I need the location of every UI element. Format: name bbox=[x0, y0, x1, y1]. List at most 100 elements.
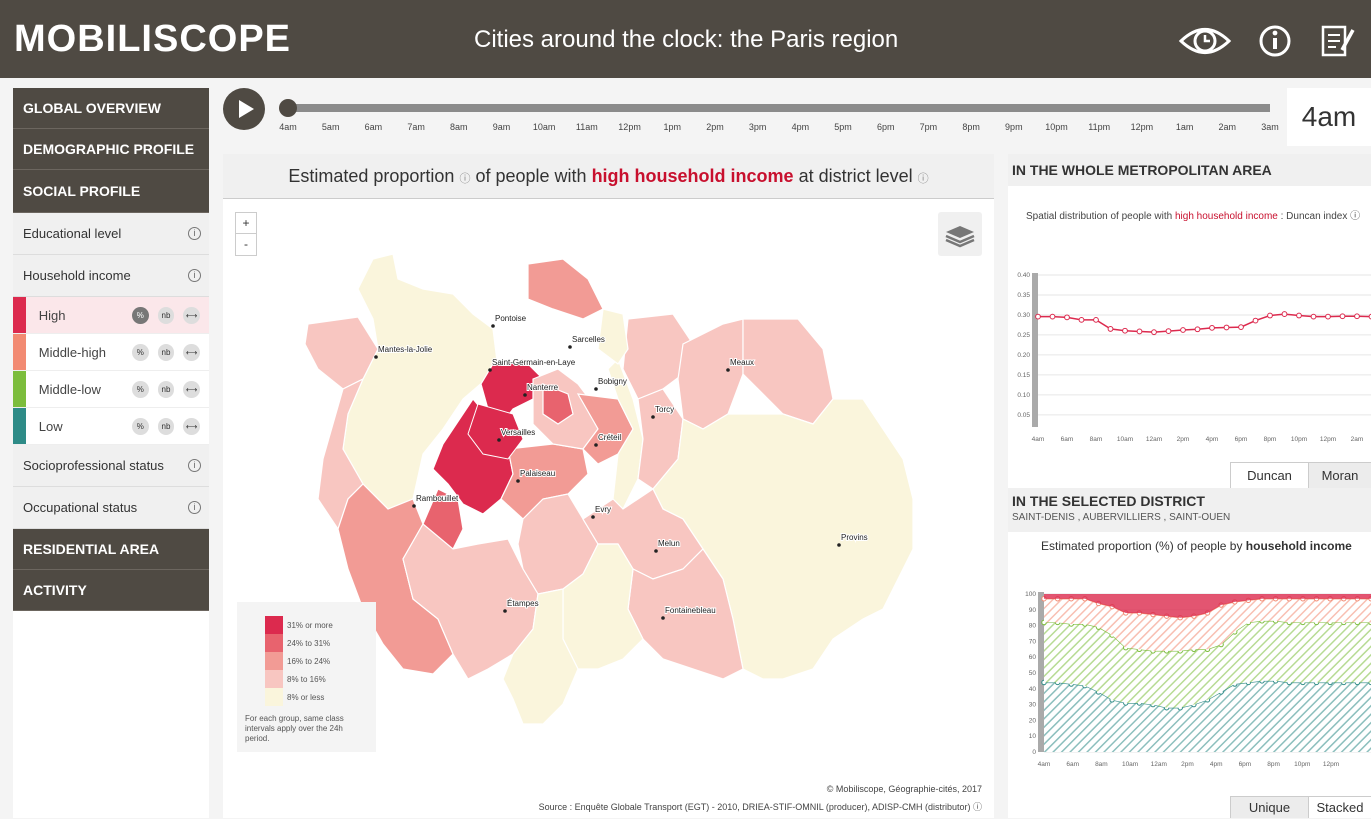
count-button[interactable]: nb bbox=[157, 306, 175, 324]
time-cursor[interactable] bbox=[1032, 273, 1038, 427]
tab-duncan[interactable]: Duncan bbox=[1230, 462, 1308, 488]
district-area[interactable] bbox=[742, 318, 834, 425]
duncan-line-chart[interactable]: 0.40 0.35 0.30 0.25 0.20 0.15 0.10 0.05 4am 6am 8a… bbox=[1008, 259, 1371, 444]
data-point[interactable] bbox=[1107, 326, 1114, 332]
nav-socioprofessional-status[interactable]: Socioprofessional status i bbox=[13, 445, 209, 487]
nav-residential-area[interactable]: RESIDENTIAL AREA bbox=[13, 529, 209, 570]
data-point[interactable] bbox=[1223, 324, 1230, 331]
hour-tick[interactable]: 8am bbox=[450, 122, 468, 132]
area-middle-low[interactable] bbox=[1044, 620, 1371, 708]
hour-tick[interactable]: 1pm bbox=[663, 122, 682, 132]
info-icon[interactable]: i bbox=[188, 227, 201, 240]
info-icon[interactable]: ⓘ bbox=[1350, 211, 1361, 222]
hour-tick[interactable]: 5am bbox=[321, 122, 340, 132]
district-area[interactable] bbox=[502, 588, 579, 725]
income-row-middle-low[interactable]: Middle-low% nb ⟷ bbox=[13, 371, 209, 408]
district-area[interactable] bbox=[337, 483, 454, 675]
hour-tick[interactable]: 9am bbox=[492, 122, 511, 132]
tab-stacked[interactable]: Stacked bbox=[1308, 796, 1371, 818]
hour-tick[interactable]: 3pm bbox=[748, 122, 767, 132]
hour-tick[interactable]: 3am bbox=[1261, 122, 1279, 132]
time-cursor[interactable] bbox=[1038, 592, 1044, 752]
data-point[interactable] bbox=[1339, 313, 1346, 320]
hour-tick[interactable]: 9pm bbox=[1005, 122, 1023, 132]
percent-button[interactable]: % bbox=[131, 343, 149, 361]
data-point[interactable] bbox=[1252, 317, 1259, 324]
area-low[interactable] bbox=[1044, 680, 1371, 752]
zoom-in-button[interactable]: + bbox=[236, 213, 256, 234]
play-button[interactable] bbox=[223, 88, 265, 130]
flow-icon[interactable]: ⟷ bbox=[183, 380, 200, 398]
data-point[interactable] bbox=[1151, 329, 1157, 336]
data-point[interactable] bbox=[1310, 313, 1317, 320]
layers-button[interactable] bbox=[938, 212, 982, 256]
count-button[interactable]: nb bbox=[157, 343, 175, 361]
data-point[interactable] bbox=[1238, 324, 1244, 331]
nav-global-overview[interactable]: GLOBAL OVERVIEW bbox=[13, 88, 209, 129]
data-point[interactable] bbox=[1180, 327, 1186, 333]
tab-unique[interactable]: Unique bbox=[1230, 796, 1308, 818]
income-row-middle-high[interactable]: Middle-high% nb ⟷ bbox=[13, 334, 209, 371]
eye-clock-icon[interactable] bbox=[1178, 22, 1232, 60]
hour-tick[interactable]: 12pm bbox=[1130, 122, 1154, 132]
data-point[interactable] bbox=[1267, 312, 1273, 319]
flow-icon[interactable]: ⟷ bbox=[183, 417, 200, 435]
hour-tick[interactable]: 1am bbox=[1175, 122, 1194, 132]
data-point[interactable] bbox=[1194, 326, 1201, 333]
hour-tick[interactable]: 2am bbox=[1218, 122, 1237, 132]
district-area[interactable] bbox=[622, 313, 694, 400]
nav-educational-level[interactable]: Educational level i bbox=[13, 213, 209, 255]
nav-activity[interactable]: ACTIVITY bbox=[13, 570, 209, 611]
tab-moran[interactable]: Moran bbox=[1308, 462, 1371, 488]
percent-button[interactable]: % bbox=[131, 380, 149, 398]
data-point[interactable] bbox=[1122, 327, 1128, 334]
info-icon[interactable]: ⓘ bbox=[972, 802, 982, 812]
hour-tick[interactable]: 6pm bbox=[876, 122, 895, 132]
info-icon[interactable]: i bbox=[188, 459, 201, 472]
hour-tick[interactable]: 4pm bbox=[791, 122, 810, 132]
data-point[interactable] bbox=[1354, 313, 1360, 320]
hour-tick[interactable]: 7pm bbox=[919, 122, 938, 132]
income-row-high[interactable]: High% nb ⟷ bbox=[13, 297, 209, 334]
hour-tick[interactable]: 11pm bbox=[1088, 122, 1111, 132]
percent-button[interactable]: % bbox=[131, 417, 149, 435]
count-button[interactable]: nb bbox=[157, 380, 175, 398]
info-icon[interactable]: ⓘ bbox=[917, 173, 929, 185]
hour-tick[interactable]: 10am bbox=[532, 122, 556, 132]
percent-button[interactable]: % bbox=[131, 306, 149, 324]
info-icon[interactable]: ⓘ bbox=[459, 173, 471, 185]
slider-handle[interactable] bbox=[279, 99, 297, 117]
hour-tick[interactable]: 10pm bbox=[1045, 122, 1068, 132]
data-point[interactable] bbox=[1049, 313, 1056, 320]
hour-tick[interactable]: 7am bbox=[407, 122, 425, 132]
hour-tick[interactable]: 8pm bbox=[962, 122, 980, 132]
data-point[interactable] bbox=[1165, 328, 1172, 334]
info-icon[interactable]: i bbox=[188, 501, 201, 514]
district-area[interactable] bbox=[527, 258, 604, 320]
hour-tick[interactable]: 12pm bbox=[618, 122, 641, 132]
zoom-out-button[interactable]: - bbox=[244, 237, 248, 251]
area-high[interactable] bbox=[1044, 594, 1371, 618]
district-area[interactable] bbox=[542, 383, 574, 425]
district-area[interactable] bbox=[597, 308, 629, 365]
data-point[interactable] bbox=[1136, 328, 1143, 335]
time-slider[interactable]: 4am 5am 6am 7am 8am 9am 10am 11am 12pm 1pm 2pm 3pm 4… bbox=[223, 86, 1285, 136]
info-icon[interactable]: i bbox=[188, 269, 201, 282]
hour-tick[interactable]: 4am bbox=[279, 122, 297, 132]
info-icon[interactable] bbox=[1258, 22, 1292, 60]
data-point[interactable] bbox=[1296, 312, 1302, 319]
data-point[interactable] bbox=[1093, 316, 1099, 323]
data-point[interactable] bbox=[1325, 313, 1331, 320]
data-point[interactable] bbox=[1064, 314, 1070, 321]
count-button[interactable]: nb bbox=[157, 417, 175, 435]
hour-tick[interactable]: 5pm bbox=[834, 122, 852, 132]
data-point[interactable] bbox=[1078, 316, 1085, 323]
district-area[interactable] bbox=[467, 403, 524, 460]
choropleth-map[interactable]: Pontoise Mantes-la-Jolie Sarcelles Saint-Ge… bbox=[223, 199, 994, 769]
data-point[interactable] bbox=[1209, 324, 1215, 331]
hour-tick[interactable]: 11am bbox=[575, 122, 598, 132]
data-point[interactable] bbox=[1035, 313, 1041, 320]
flow-icon[interactable]: ⟷ bbox=[183, 343, 200, 361]
flow-icon[interactable]: ⟷ bbox=[183, 306, 200, 324]
